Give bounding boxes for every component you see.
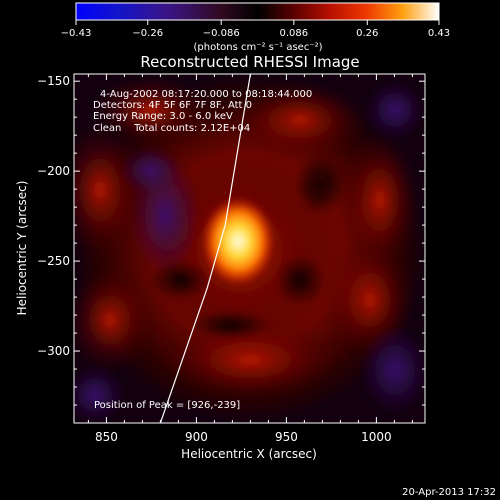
y-tick-label: −200 [37,164,70,178]
x-axis-label: Heliocentric X (arcsec) [181,447,317,461]
x-tick-label: 950 [275,430,298,444]
colorbar-tick-label: −0.086 [203,28,240,39]
axis-ticks: 850 900 950 1000 −150 −200 −250 −300 [37,74,425,444]
annotation-clean-counts: Clean Total counts: 2.12E+04 [93,123,250,134]
chart-title: Reconstructed RHESSI Image [140,53,359,71]
footer-timestamp: 20-Apr-2013 17:32 [402,487,496,498]
x-tick-label: 850 [95,430,118,444]
colorbar-tick-label: −0.43 [61,28,92,39]
x-tick-label: 1000 [361,430,392,444]
colorbar [75,2,440,21]
colorbar-tick-label: −0.26 [132,28,163,39]
plot-frame [73,73,426,424]
annotation-detectors: Detectors: 4F 5F 6F 7F 8F, Att 0 [93,100,252,111]
colorbar-tick-label: 0.43 [428,28,450,39]
y-tick-label: −150 [37,74,70,88]
annotation-energy-range: Energy Range: 3.0 - 6.0 keV [93,111,233,122]
solar-limb-line [159,74,251,423]
annotation-peak-position: Position of Peak = [926,-239] [94,400,240,411]
colorbar-tick-label: 0.086 [279,28,308,39]
annotation-time-range: 4-Aug-2002 08:17:20.000 to 08:18:44.000 [100,89,312,100]
y-tick-label: −250 [37,254,70,268]
colorbar-tick-label: 0.26 [356,28,378,39]
heatmap-image [74,74,425,423]
y-tick-label: −300 [37,344,70,358]
x-tick-label: 900 [185,430,208,444]
peak-source [202,197,275,286]
y-axis-label: Heliocentric Y (arcsec) [15,181,29,316]
colorbar-ticks: −0.43 −0.26 −0.086 0.086 0.26 0.43 [61,20,450,39]
colorbar-unit-label: (photons cm⁻² s⁻¹ asec⁻²) [193,42,322,53]
